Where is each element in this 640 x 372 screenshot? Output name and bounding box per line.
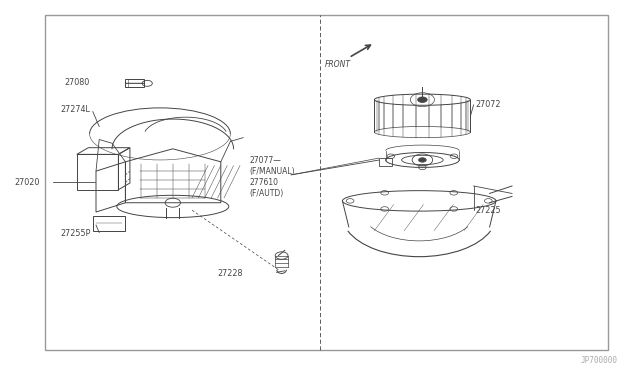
Text: 27225: 27225 — [476, 206, 501, 215]
Text: 27080: 27080 — [64, 78, 89, 87]
Text: 27228: 27228 — [218, 269, 243, 278]
Text: 27020: 27020 — [14, 178, 40, 187]
Text: 27077—
(F/MANUAL)
277610
(F/AUTD): 27077— (F/MANUAL) 277610 (F/AUTD) — [250, 155, 295, 198]
Text: JP700000: JP700000 — [580, 356, 618, 365]
Bar — [77, 154, 118, 190]
Text: 27274L: 27274L — [61, 105, 91, 114]
Text: FRONT: FRONT — [325, 60, 351, 68]
Bar — [379, 158, 392, 166]
Bar — [45, 15, 608, 350]
Bar — [125, 79, 144, 87]
Text: 27255P: 27255P — [61, 229, 91, 238]
Circle shape — [419, 158, 426, 162]
Circle shape — [418, 97, 428, 103]
Text: 27072: 27072 — [476, 100, 501, 109]
Bar — [93, 216, 125, 231]
